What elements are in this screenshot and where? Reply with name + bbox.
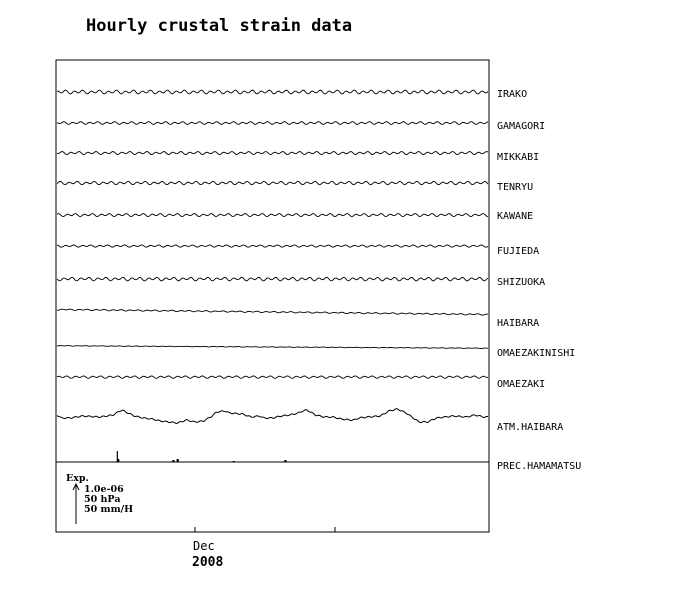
series-label-shizuoka: SHIZUOKA — [497, 277, 545, 288]
series-label-mikkabi: MIKKABI — [497, 152, 539, 163]
series-line-kawane — [56, 213, 489, 218]
series-labels: IRAKO GAMAGORI MIKKABI TENRYU KAWANE FUJIEDA S… — [497, 89, 581, 472]
series-label-omaezakinishi: OMAEZAKINISHI — [497, 348, 575, 359]
series-line-haibara — [56, 308, 489, 316]
chart-title: Hourly crustal strain data — [86, 16, 352, 36]
series-label-atm-haibara: ATM.HAIBARA — [497, 422, 563, 433]
scale-legend: Exp. 1.0e-06 50 hPa 50 mm/H — [66, 473, 133, 524]
series-label-tenryu: TENRYU — [497, 182, 533, 193]
series-line-fujieda — [56, 244, 489, 248]
series-line-shizuoka — [56, 276, 489, 282]
series-label-gamagori: GAMAGORI — [497, 121, 545, 132]
scale-arrow-icon — [72, 482, 80, 491]
series-line-irako — [56, 89, 489, 95]
series-line-tenryu — [56, 180, 489, 186]
series-line-gamagori — [56, 121, 489, 125]
x-tick-label-dec: Dec — [193, 539, 215, 553]
series-line-mikkabi — [56, 151, 489, 155]
scale-pressure: 50 hPa — [84, 494, 120, 505]
scale-strain: 1.0e-06 — [84, 484, 124, 495]
series-line-omaezaki — [56, 375, 489, 379]
series-label-prec-hamamatsu: PREC.HAMAMATSU — [497, 461, 581, 472]
series-line-atm-haibara — [56, 408, 489, 424]
x-year-label: 2008 — [192, 555, 223, 570]
series-label-fujieda: FUJIEDA — [497, 246, 539, 257]
scale-precip: 50 mm/H — [84, 504, 133, 515]
series-layer — [56, 89, 489, 462]
scale-legend-heading: Exp. — [66, 473, 89, 484]
series-label-kawane: KAWANE — [497, 211, 533, 222]
series-label-haibara: HAIBARA — [497, 318, 539, 329]
plot-frame — [55, 59, 490, 533]
series-label-irako: IRAKO — [497, 89, 527, 100]
series-label-omaezaki: OMAEZAKI — [497, 379, 545, 390]
series-line-omaezakinishi — [56, 345, 489, 349]
